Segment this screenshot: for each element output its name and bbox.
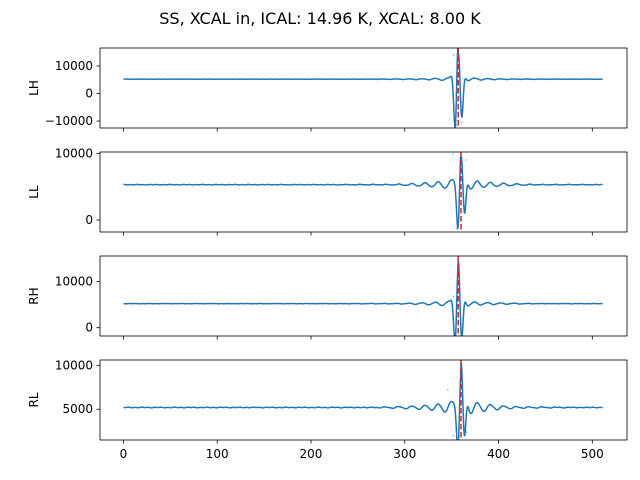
x-tick-label: 200 xyxy=(300,447,323,461)
peak-point-0 xyxy=(451,153,454,155)
y-axis-label: LL xyxy=(27,185,41,199)
y-tick-label: 5000 xyxy=(62,402,93,416)
y-tick-label: 10000 xyxy=(55,59,93,73)
y-axis-label: LH xyxy=(27,80,41,96)
y-tick-label: 0 xyxy=(85,87,93,101)
axes-frame xyxy=(99,359,628,441)
y-tick-label: 10000 xyxy=(55,146,93,160)
panel-rl: 5000 10000 0 100 200 300 400 500 RL xyxy=(27,358,628,461)
x-tick-label: 400 xyxy=(487,447,510,461)
panels-group: −10000010000LH010000LL010000RH5000100000… xyxy=(27,47,628,461)
axes-frame xyxy=(99,47,628,129)
panel-rh: 0 10000 RH xyxy=(27,255,628,340)
panel-ll: 0 10000 LL xyxy=(27,146,628,236)
x-tick-label: 0 xyxy=(120,447,128,461)
peak-point-2 xyxy=(455,124,458,127)
y-tick-label: 10000 xyxy=(55,358,93,372)
x-tick-label: 300 xyxy=(393,447,416,461)
x-tick-label: 500 xyxy=(581,447,604,461)
peak-point-2 xyxy=(454,330,457,333)
peak-point-1 xyxy=(452,54,455,56)
peak-point-3 xyxy=(460,330,462,333)
y-axis-label: RL xyxy=(27,392,41,407)
series-line-ll xyxy=(123,156,603,229)
axes-frame xyxy=(99,151,628,233)
peak-point-1 xyxy=(452,434,455,437)
peak-point-2 xyxy=(464,159,467,161)
y-tick-label: 0 xyxy=(85,213,93,227)
series-line-rl xyxy=(123,362,603,440)
panel-lh: −10000 0 10000 LH xyxy=(27,47,628,132)
peak-point-3 xyxy=(447,389,449,391)
y-axis-label: RH xyxy=(27,287,41,304)
y-tick-label: −10000 xyxy=(45,114,93,128)
peak-point-1 xyxy=(455,227,458,230)
peak-point-3 xyxy=(461,121,463,124)
y-tick-label: 10000 xyxy=(55,274,93,288)
series-line-rh xyxy=(123,259,603,336)
peak-point-2 xyxy=(465,431,468,433)
x-tick-label: 100 xyxy=(206,447,229,461)
y-tick-label: 0 xyxy=(85,321,93,335)
figure-title: SS, XCAL in, ICAL: 14.96 K, XCAL: 8.00 K xyxy=(159,9,481,28)
peak-point-1 xyxy=(452,295,455,298)
series-line-lh xyxy=(123,48,603,128)
axes-frame xyxy=(99,255,628,337)
